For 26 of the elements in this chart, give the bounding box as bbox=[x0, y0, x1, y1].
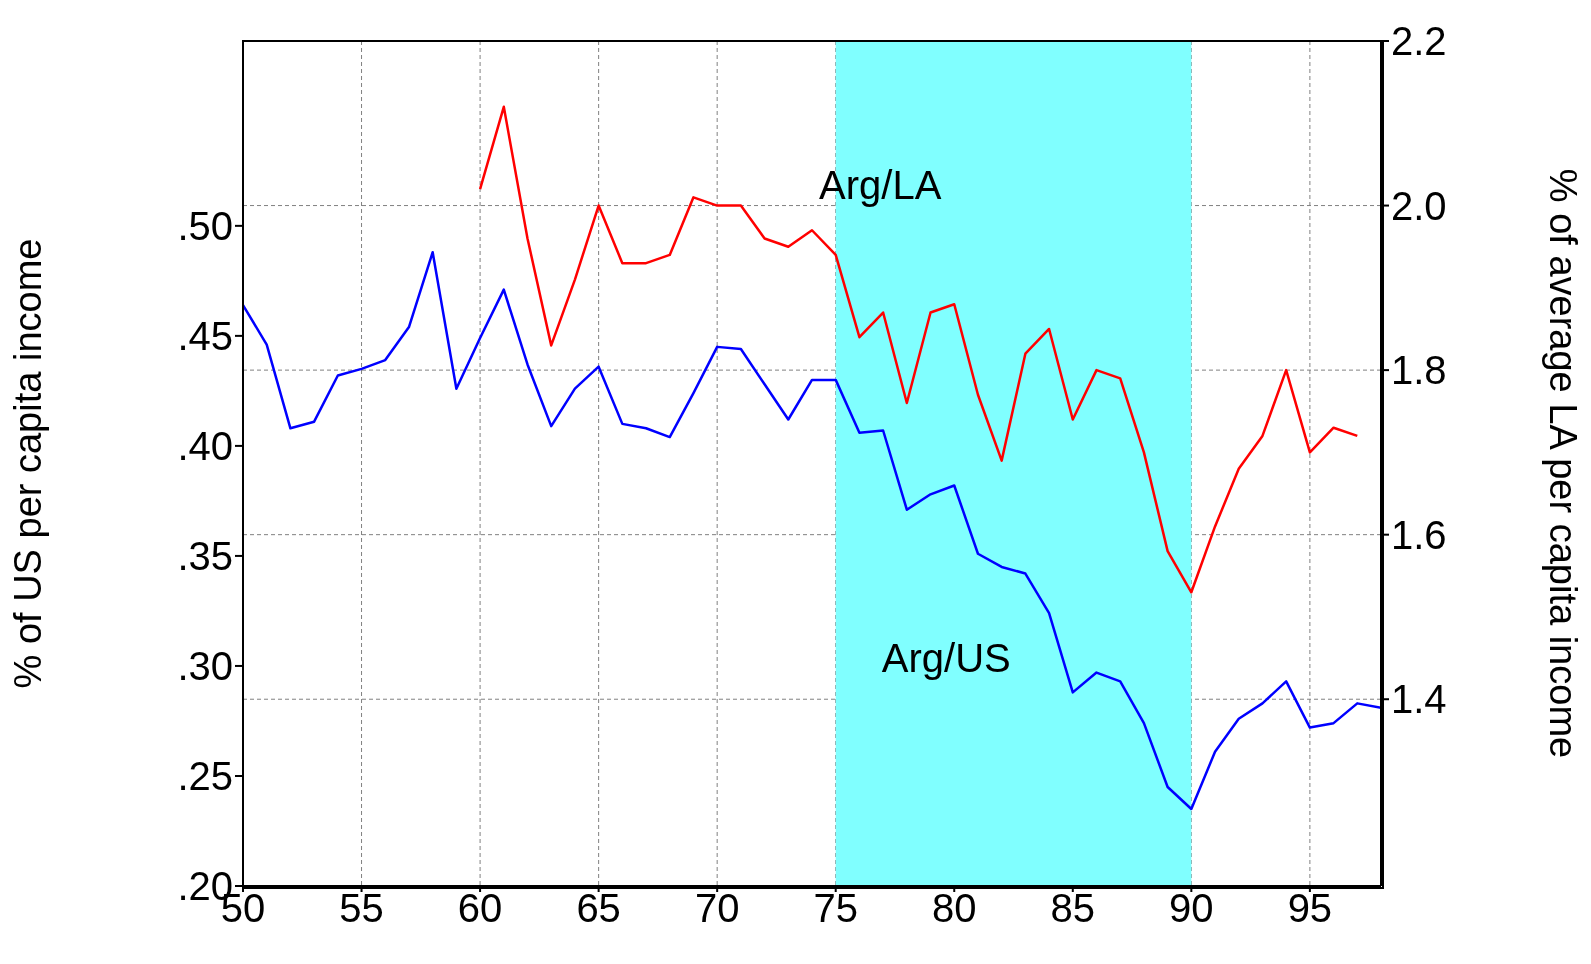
x-tick-label: 60 bbox=[457, 886, 503, 931]
y-tick-label: .50 bbox=[177, 204, 233, 249]
y2-tick-label: 1.8 bbox=[1391, 348, 1447, 393]
x-tick-label: 55 bbox=[339, 886, 384, 931]
x-tick-label: 65 bbox=[576, 886, 621, 931]
y-tick-label: .45 bbox=[177, 314, 233, 359]
x-tick-label: 85 bbox=[1050, 886, 1096, 931]
y2-tick-label: 1.6 bbox=[1391, 512, 1447, 557]
y-tick-label: .25 bbox=[177, 754, 233, 799]
x-tick-label: 70 bbox=[694, 886, 740, 931]
y2-tick-label: 1.4 bbox=[1391, 677, 1447, 722]
y-axis-title: % of US per capita income bbox=[7, 238, 50, 689]
y2-tick-label: 2.0 bbox=[1391, 183, 1447, 228]
line-series bbox=[243, 251, 1381, 811]
y2-tick-label: 2.2 bbox=[1391, 19, 1447, 64]
x-tick-label: 95 bbox=[1287, 886, 1333, 931]
y-tick-label: .40 bbox=[177, 424, 233, 469]
annotation: Arg/LA bbox=[819, 162, 942, 208]
x-tick-label: 90 bbox=[1169, 886, 1214, 931]
line-series bbox=[478, 105, 1359, 594]
y-tick-label: .35 bbox=[177, 534, 233, 579]
y2-axis-title: % of average LA per capita income bbox=[1541, 168, 1584, 759]
y-tick-label: .30 bbox=[177, 644, 233, 689]
x-tick-label: 80 bbox=[932, 886, 977, 931]
annotation: Arg/US bbox=[881, 635, 1011, 681]
x-tick-label: 75 bbox=[813, 886, 858, 931]
